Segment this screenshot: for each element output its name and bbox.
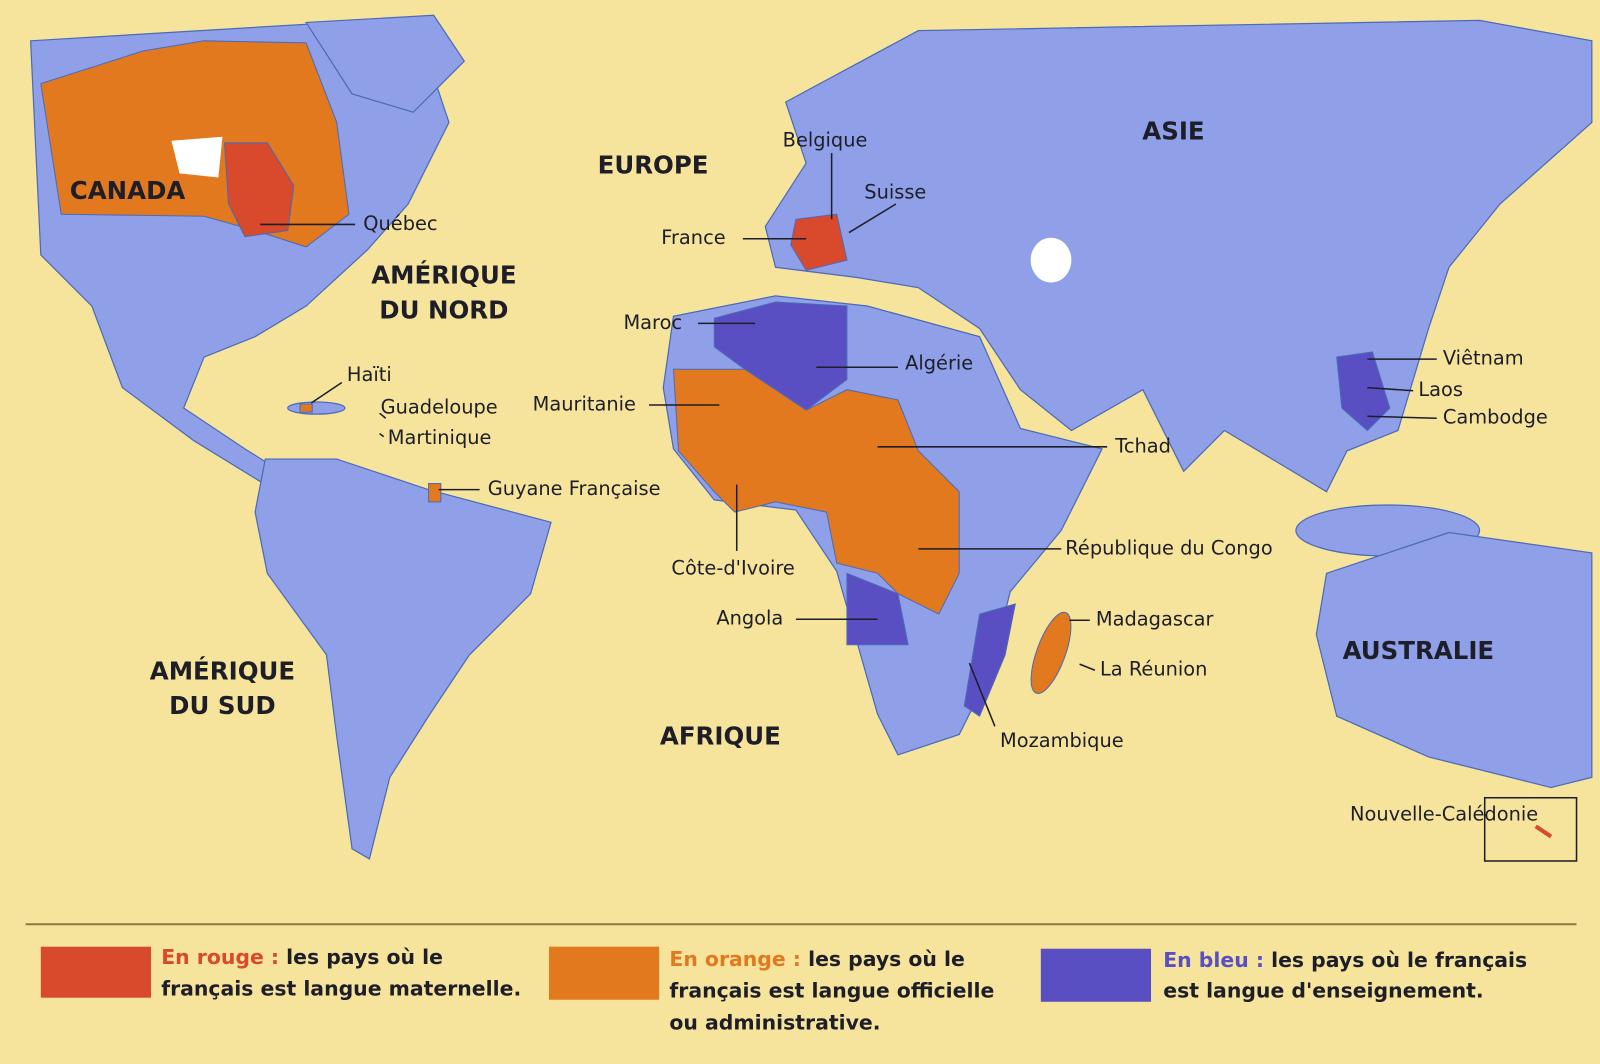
greenland bbox=[305, 14, 466, 113]
leaders bbox=[260, 153, 1437, 727]
madagascar bbox=[1030, 611, 1072, 694]
caspian bbox=[1030, 237, 1072, 283]
maghreb bbox=[713, 301, 848, 411]
angola bbox=[846, 572, 909, 646]
haiti bbox=[299, 403, 313, 413]
country-label: Angola bbox=[716, 607, 783, 630]
country-label: Madagascar bbox=[1096, 608, 1214, 631]
country-label: Côte-d'Ivoire bbox=[671, 557, 794, 580]
country-label: Mozambique bbox=[1000, 729, 1124, 752]
country-labels: Québec Belgique Suisse France Maroc Algé… bbox=[347, 128, 1548, 825]
quebec bbox=[223, 142, 295, 238]
country-label: Laos bbox=[1418, 378, 1463, 401]
country-label: France bbox=[661, 226, 725, 249]
region-labels: CANADA AMÉRIQUE DU NORD EUROPE ASIE AMÉR… bbox=[70, 117, 1494, 751]
country-label: Martinique bbox=[388, 426, 492, 449]
new-caledonia bbox=[1534, 824, 1553, 839]
region-label: CANADA bbox=[70, 176, 186, 205]
legend-highlight: En rouge : bbox=[161, 945, 279, 969]
country-label: Maroc bbox=[623, 311, 682, 334]
south-america bbox=[254, 458, 552, 860]
legend-swatch bbox=[1040, 948, 1152, 1002]
country-label: Suisse bbox=[864, 180, 926, 203]
country-label: Algérie bbox=[905, 352, 973, 375]
legend-swatch bbox=[548, 946, 660, 1000]
legend-swatch bbox=[40, 946, 152, 998]
legend-line: est langue d'enseignement. bbox=[1163, 979, 1483, 1003]
country-label: Guadeloupe bbox=[381, 396, 498, 419]
country-label: Viêtnam bbox=[1443, 347, 1524, 370]
legend-line: les pays où le français bbox=[1271, 948, 1527, 972]
legend-line: ou administrative. bbox=[669, 1010, 880, 1034]
country-label: République du Congo bbox=[1065, 536, 1272, 559]
guyane bbox=[428, 483, 442, 503]
country-label: Québec bbox=[363, 212, 437, 235]
legend: En rouge : les pays où le français est l… bbox=[25, 923, 1577, 1034]
hudson-bay bbox=[171, 136, 223, 178]
landmasses bbox=[29, 14, 1593, 862]
country-label: Cambodge bbox=[1443, 406, 1548, 429]
inset-box bbox=[1483, 796, 1578, 862]
region-label: ASIE bbox=[1142, 117, 1204, 146]
legend-line: français est langue officielle bbox=[669, 979, 994, 1003]
legend-line: les pays où le bbox=[286, 945, 443, 969]
leader-lines bbox=[260, 153, 1437, 727]
west-central-africa bbox=[672, 368, 960, 615]
legend-line: les pays où le bbox=[808, 947, 965, 971]
region-label: AFRIQUE bbox=[660, 722, 781, 751]
australia bbox=[1315, 531, 1593, 789]
country-label: Haïti bbox=[347, 363, 392, 386]
legend-text: En rouge : les pays où le bbox=[161, 945, 443, 969]
legend-text: En bleu : les pays où le français bbox=[1163, 948, 1527, 972]
legend-line: français est langue maternelle. bbox=[161, 977, 521, 1001]
indochina bbox=[1336, 351, 1391, 432]
mozambique bbox=[963, 603, 1016, 717]
legend-highlight: En orange : bbox=[669, 947, 801, 971]
region-label: DU SUD bbox=[169, 691, 276, 720]
region-label: AUSTRALIE bbox=[1343, 636, 1495, 665]
region-label: AMÉRIQUE bbox=[150, 656, 295, 685]
region-label: EUROPE bbox=[598, 150, 709, 179]
country-label: Nouvelle-Calédonie bbox=[1350, 803, 1538, 826]
region-label: AMÉRIQUE bbox=[371, 261, 516, 290]
country-label: Belgique bbox=[783, 128, 868, 151]
country-label: Tchad bbox=[1114, 434, 1171, 457]
legend-text: En orange : les pays où le bbox=[669, 947, 964, 971]
country-label: Guyane Française bbox=[488, 477, 661, 500]
caribbean bbox=[287, 401, 346, 415]
legend-highlight: En bleu : bbox=[1163, 948, 1264, 972]
country-label: La Réunion bbox=[1100, 658, 1207, 681]
france bbox=[790, 213, 848, 271]
region-label: DU NORD bbox=[379, 295, 508, 324]
country-label: Mauritanie bbox=[533, 392, 636, 415]
europe-asia bbox=[764, 19, 1593, 493]
